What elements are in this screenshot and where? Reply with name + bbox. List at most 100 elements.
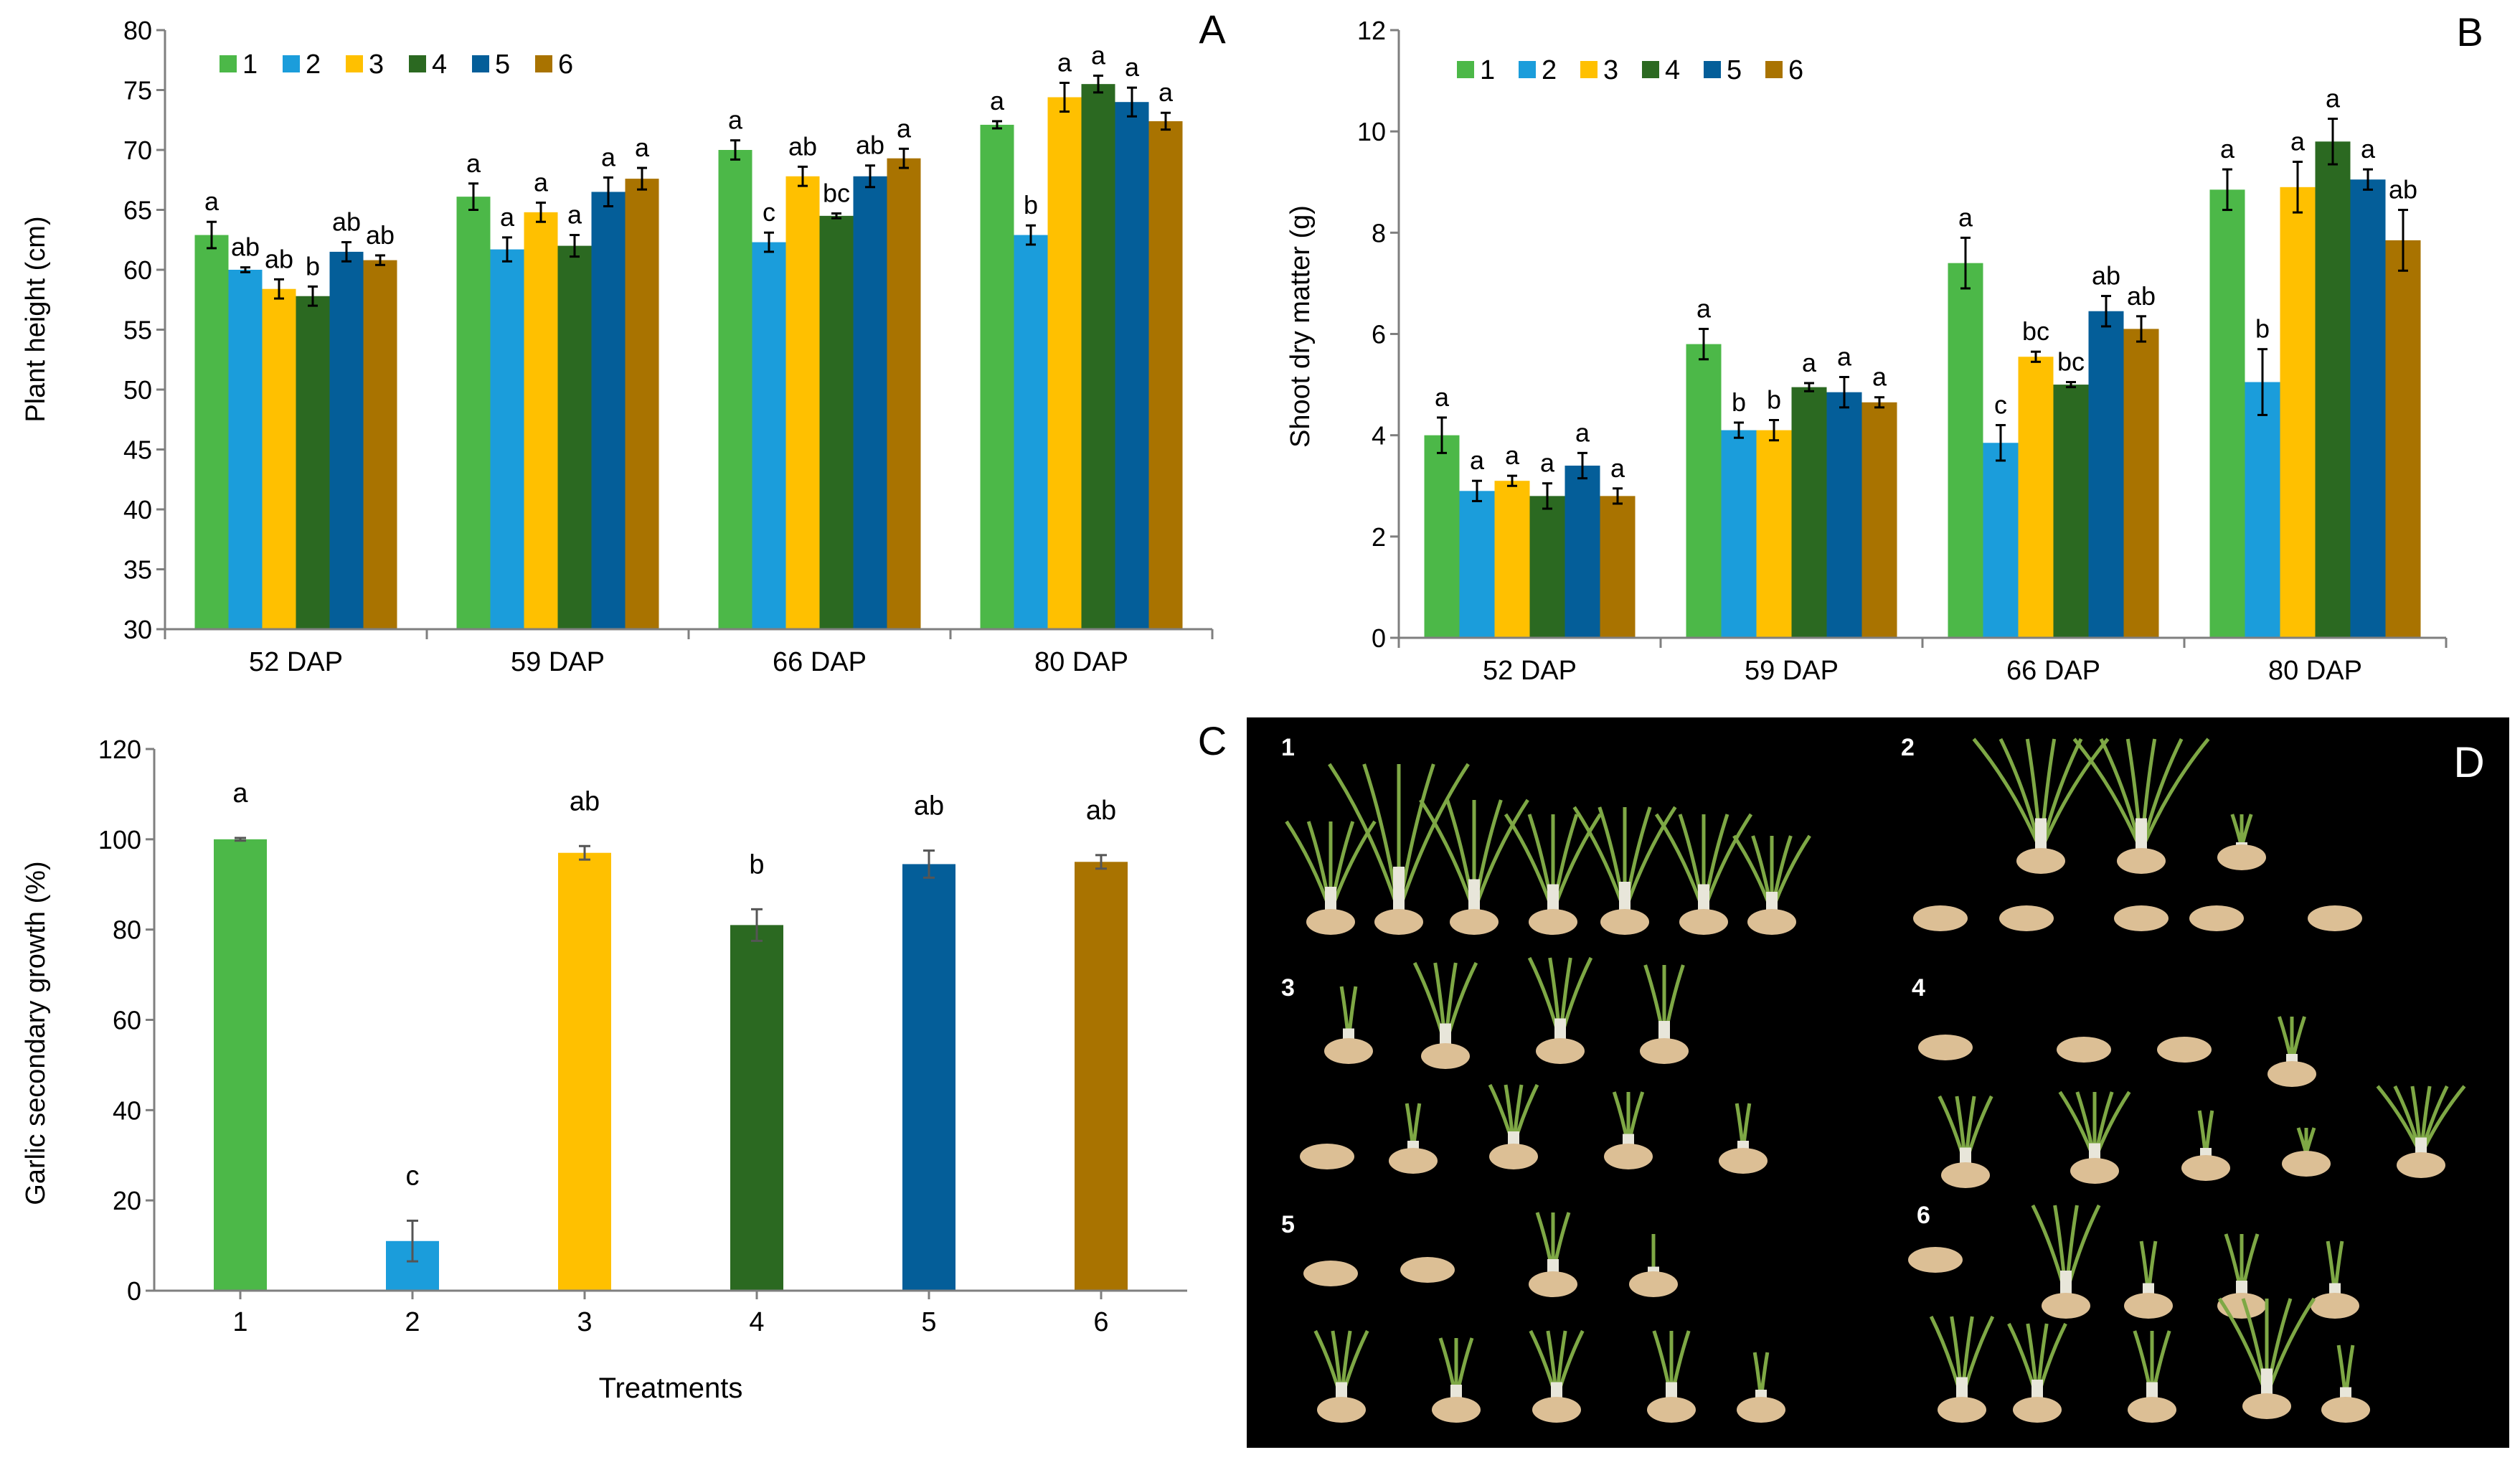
panel-label-c: C (1198, 718, 1227, 763)
significance-letter: a (728, 105, 743, 135)
significance-letter: ab (570, 786, 600, 816)
significance-letter: a (1837, 342, 1852, 371)
x-tick-label: 2 (405, 1307, 420, 1337)
garlic-clove (2189, 905, 2244, 931)
significance-letter: b (1732, 387, 1746, 417)
x-tick-label: 66 DAP (2006, 656, 2100, 686)
bar-series-6 (1861, 402, 1897, 638)
bar-series-5 (1115, 102, 1149, 629)
bar-series-6 (887, 158, 921, 629)
garlic-plant (2181, 1110, 2230, 1181)
significance-letter: bc (823, 179, 850, 208)
garlic-plant (1929, 1315, 1995, 1423)
significance-letter: a (204, 187, 220, 216)
y-tick-label: 70 (123, 136, 152, 165)
bar-treatment-4 (730, 925, 783, 1291)
garlic-plant (2128, 1330, 2176, 1423)
significance-letter: bc (2057, 347, 2085, 377)
garlic-plant (2217, 1297, 2316, 1419)
y-tick-label: 100 (98, 825, 141, 854)
bar-series-5 (2088, 311, 2124, 638)
y-tick-label: 120 (98, 735, 141, 764)
panel-c-secondary-growth-chart: C Garlic secondary growth (%) Treatments… (21, 718, 1227, 1404)
garlic-bulb (1317, 1397, 1366, 1423)
legend-label: 6 (1788, 55, 1803, 85)
bar-series-3 (2018, 357, 2054, 638)
y-tick-label: 30 (123, 615, 152, 644)
group-label-4: 4 (1912, 974, 1925, 1002)
bar-treatment-6 (1075, 862, 1128, 1291)
garlic-plant (1328, 763, 1470, 935)
garlic-bulb (1529, 909, 1577, 935)
bar-series-2 (228, 270, 263, 629)
bar-series-1 (1686, 344, 1722, 638)
significance-letter: a (1505, 441, 1520, 470)
garlic-plant (1529, 1329, 1585, 1423)
bar-series-5 (1565, 466, 1600, 638)
y-tick-label: 35 (123, 555, 152, 585)
y-tick-label: 50 (123, 375, 152, 405)
garlic-bulb (1306, 909, 1355, 935)
garlic-plant (1719, 1103, 1768, 1174)
bar-series-3 (1047, 97, 1082, 629)
garlic-clove (1999, 905, 2054, 931)
y-tick-label: 12 (1357, 16, 1386, 45)
garlic-bulb (1629, 1271, 1678, 1297)
legend-label: 1 (1480, 55, 1495, 85)
panel-label-b: B (2456, 9, 2483, 55)
y-axis-title: Shoot dry matter (g) (1285, 205, 1316, 448)
significance-letter: a (1872, 362, 1887, 392)
significance-letter: c (1994, 390, 2007, 420)
y-tick-label: 6 (1372, 320, 1386, 349)
legend-label: 3 (1603, 55, 1618, 85)
garlic-clove (2057, 1037, 2111, 1063)
garlic-plant (2072, 738, 2210, 874)
panel-label-d: D (2453, 738, 2484, 786)
garlic-plant (1389, 1103, 1438, 1174)
garlic-plant (1504, 813, 1603, 935)
legend-swatch-2 (1519, 61, 1536, 78)
significance-letter: b (749, 849, 764, 880)
y-axis: 0 2 4 6 8 10 12 (1357, 16, 1400, 653)
significance-letter: a (635, 133, 650, 162)
garlic-leaf (2039, 738, 2110, 852)
garlic-plant (1629, 1234, 1678, 1297)
bar-series-6 (1148, 121, 1183, 630)
garlic-leaf (1328, 763, 1401, 913)
significance-letter: ab (788, 131, 817, 161)
y-tick-label: 10 (1357, 117, 1386, 146)
significance-letter: a (1610, 453, 1625, 483)
significance-letter: a (601, 142, 616, 171)
legend-label: 6 (558, 50, 573, 80)
bar-series-5 (853, 176, 887, 630)
garlic-plant (1972, 738, 2110, 874)
garlic-clove (1908, 1247, 1963, 1273)
bar-treatment-5 (902, 864, 955, 1291)
group-label-6: 6 (1917, 1202, 1930, 1229)
garlic-plant (1529, 1212, 1577, 1297)
garlic-plants-illustration (1285, 738, 2466, 1423)
significance-letter: a (1158, 77, 1174, 107)
legend-label: 2 (306, 50, 321, 80)
garlic-leaf (1397, 763, 1470, 913)
garlic-bulb (1747, 909, 1796, 935)
x-axis: 52 DAP 59 DAP 66 DAP 80 DAP (1397, 636, 2448, 686)
x-axis: 1 2 3 4 5 6 (154, 1289, 1187, 1337)
bar-group: a c ab b ab ab (214, 778, 1128, 1291)
x-tick-label: 6 (1093, 1307, 1108, 1337)
garlic-plant (1285, 820, 1377, 935)
y-tick-label: 8 (1372, 218, 1386, 248)
significance-letter: a (1470, 446, 1485, 475)
significance-letter: a (1696, 293, 1712, 323)
y-tick-label: 55 (123, 316, 152, 345)
garlic-bulb (2013, 1397, 2062, 1423)
garlic-bulb (1941, 1162, 1990, 1188)
garlic-bulb (2042, 1293, 2090, 1319)
garlic-bulb (2311, 1293, 2359, 1319)
x-axis: 52 DAP 59 DAP 66 DAP 80 DAP (164, 628, 1214, 677)
bar-series-1 (1948, 263, 1983, 638)
bar-series-4 (296, 296, 330, 629)
bar-series-2 (1459, 491, 1495, 638)
x-tick-label: 5 (921, 1307, 936, 1337)
